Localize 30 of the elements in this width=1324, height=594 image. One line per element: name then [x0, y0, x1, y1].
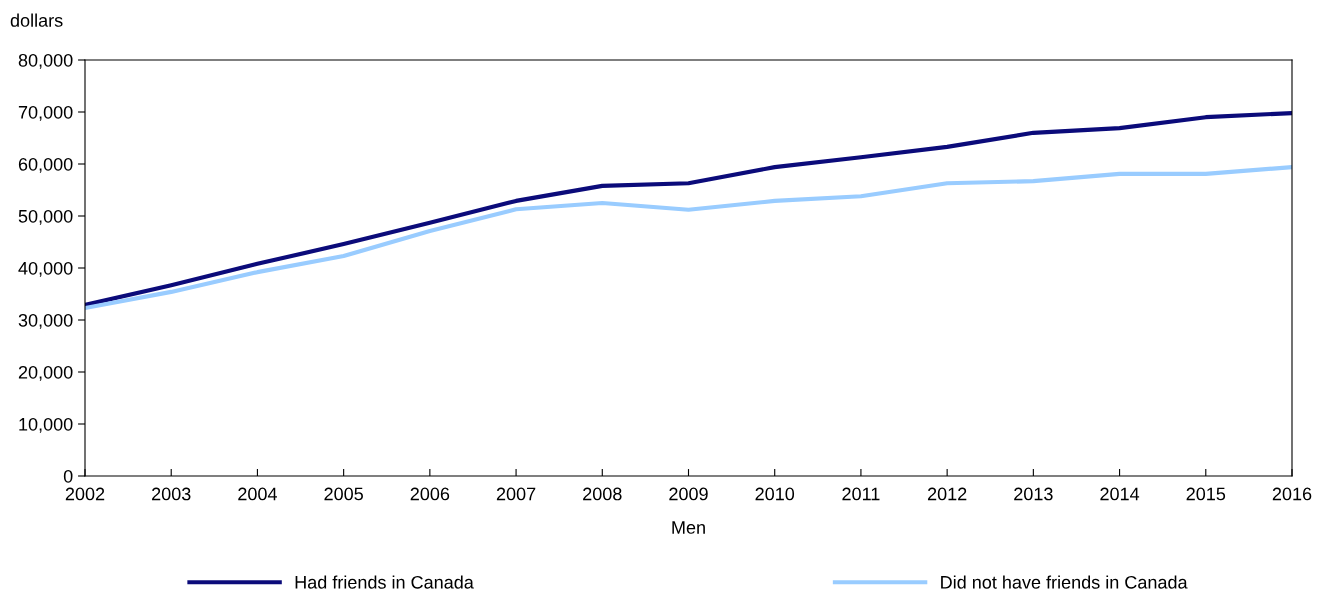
x-tick-label: 2005 — [324, 487, 363, 501]
x-tick-label: 2002 — [65, 487, 105, 501]
x-tick-label: 2014 — [1100, 487, 1140, 501]
line-series — [85, 165, 1292, 311]
x-tick-label: 2015 — [1186, 487, 1226, 501]
y-axis-title: dollars — [10, 13, 63, 27]
y-tick-label: 40,000 — [18, 261, 73, 277]
x-tick-label: 2016 — [1272, 487, 1312, 501]
x-tick-label: 2003 — [152, 487, 191, 501]
y-tick-label: 20,000 — [18, 365, 73, 381]
y-tick-label: 60,000 — [18, 157, 73, 173]
y-tick-label: 30,000 — [18, 313, 73, 329]
x-tick-label: 2006 — [410, 487, 450, 501]
y-tick-label: 0 — [63, 469, 73, 483]
line-series — [85, 110, 1292, 308]
x-tick-label: 2009 — [669, 487, 708, 501]
legend-label: Did not have friends in Canada — [941, 575, 1188, 589]
x-tick-label: 2010 — [755, 487, 795, 501]
y-tick-label: 50,000 — [18, 209, 73, 225]
x-tick-label: 2012 — [927, 487, 967, 501]
y-tick-label: 70,000 — [18, 105, 73, 121]
x-tick-label: 2007 — [496, 487, 536, 501]
legend-label: Had friends in Canada — [295, 575, 474, 589]
x-tick-label: 2004 — [238, 487, 277, 501]
x-axis-title: Men — [672, 521, 705, 534]
x-tick-label: 2011 — [842, 487, 880, 501]
x-tick-label: 2008 — [583, 487, 622, 501]
x-tick-label: 2013 — [1014, 487, 1053, 501]
y-tick-label: 80,000 — [18, 53, 73, 69]
y-tick-label: 10,000 — [19, 417, 73, 433]
